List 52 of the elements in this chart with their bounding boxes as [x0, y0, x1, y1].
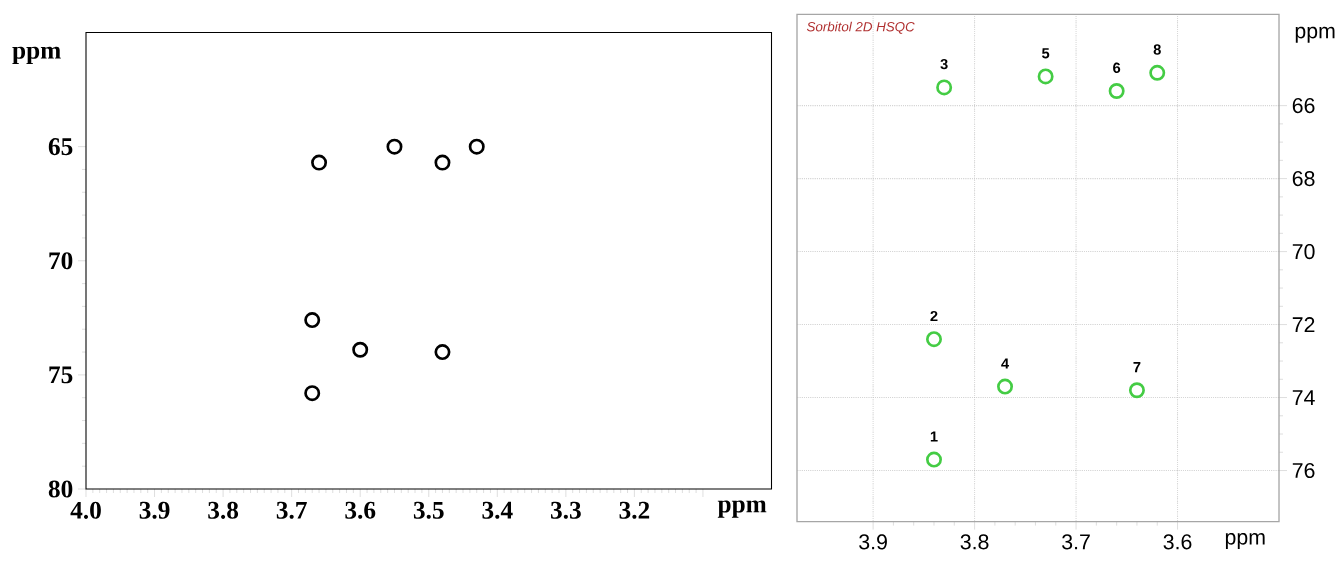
point: [1108, 83, 1125, 100]
point: [304, 385, 321, 402]
x-tick-label: 4.0: [70, 501, 101, 519]
point: [997, 378, 1014, 395]
annotation: 5: [1042, 48, 1050, 59]
annotation: 6: [1113, 62, 1121, 73]
point: [1128, 382, 1145, 399]
x-tick-label: 3.8: [960, 534, 989, 550]
point: [434, 344, 451, 361]
y-tick-label: 80: [48, 480, 73, 498]
y-tick-label: 72: [1292, 317, 1315, 333]
point: [311, 154, 328, 171]
point: [925, 451, 942, 468]
y-tick-label: 76: [1292, 462, 1315, 479]
annotation: 7: [1133, 362, 1141, 373]
x-tick-label: 3.3: [550, 501, 581, 519]
point: [1037, 68, 1054, 85]
annotation: 2: [930, 310, 938, 322]
x-tick-label: 3.7: [1062, 534, 1090, 550]
y-tick-label: 70: [49, 252, 73, 270]
y-tick-label: 74: [1292, 390, 1315, 405]
y-tick-label: 66: [1292, 98, 1315, 114]
x-axis-title: ppm: [1225, 532, 1265, 549]
annotation: 4: [1001, 358, 1010, 369]
x-tick-label: 3.9: [139, 501, 170, 519]
y-tick-label: 65: [48, 138, 73, 156]
x-tick-label: 3.6: [1163, 534, 1192, 550]
point: [386, 138, 403, 155]
point: [434, 154, 451, 171]
y-tick-label: 68: [1292, 171, 1315, 187]
point: [352, 341, 369, 358]
annotation: 1: [930, 431, 938, 442]
point: [1149, 64, 1166, 81]
x-tick-label: 3.5: [413, 501, 444, 519]
text: Sorbitol 2D HSQC: [806, 21, 915, 34]
y-tick-label: 70: [1292, 244, 1315, 260]
x-tick-label: 3.6: [345, 501, 376, 519]
point: [468, 138, 485, 155]
x-tick-label: 3.4: [482, 501, 513, 519]
y-axis-title: ppm: [12, 46, 61, 64]
y-axis-title: ppm: [1295, 26, 1335, 43]
point: [925, 331, 942, 348]
x-tick-label: 3.8: [208, 501, 239, 519]
x-tick-label: 3.9: [859, 534, 887, 550]
annotation: 8: [1153, 44, 1161, 55]
x-tick-label: 3.7: [276, 501, 307, 519]
point: [304, 312, 321, 329]
y-tick-label: 75: [49, 366, 73, 384]
point: [936, 79, 953, 96]
x-tick-label: 3.2: [619, 501, 650, 519]
x-axis-title: ppm: [717, 500, 767, 518]
annotation: 3: [940, 58, 948, 70]
